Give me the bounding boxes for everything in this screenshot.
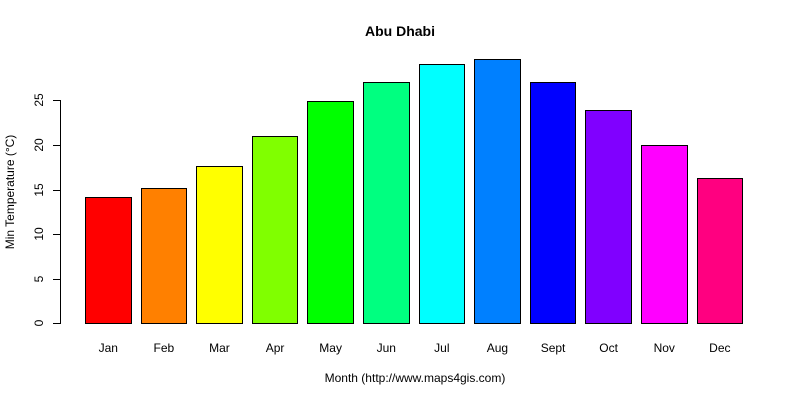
y-tick bbox=[53, 189, 60, 191]
y-tick-label: 5 bbox=[32, 275, 46, 283]
x-tick-label: Aug bbox=[486, 341, 509, 355]
y-tick-label: 15 bbox=[32, 182, 46, 197]
x-tick-label: Nov bbox=[653, 341, 675, 355]
y-tick bbox=[53, 234, 60, 236]
x-tick-label: Apr bbox=[265, 341, 285, 355]
bar-mar bbox=[196, 166, 243, 325]
bar-sept bbox=[529, 81, 577, 325]
bar-apr bbox=[251, 135, 299, 325]
y-tick bbox=[53, 278, 60, 280]
x-tick-label: Jul bbox=[434, 341, 450, 355]
bar-may bbox=[307, 101, 354, 325]
y-axis-line bbox=[60, 100, 61, 325]
bar-jul bbox=[418, 63, 466, 325]
x-tick-label: Dec bbox=[709, 341, 731, 355]
bar-jun bbox=[363, 82, 410, 325]
y-tick-label: 20 bbox=[32, 138, 46, 152]
y-axis-label: Min Temperature (°C) bbox=[3, 134, 17, 250]
bar-nov bbox=[641, 144, 688, 325]
y-tick bbox=[53, 144, 60, 146]
y-tick bbox=[53, 100, 60, 102]
bar-jan bbox=[85, 196, 132, 325]
bar-aug bbox=[474, 59, 521, 325]
x-tick-label: Feb bbox=[153, 341, 175, 355]
bar-dec bbox=[696, 177, 744, 325]
bar-feb bbox=[140, 187, 188, 325]
y-tick bbox=[53, 323, 60, 325]
x-tick-label: Jan bbox=[98, 341, 118, 355]
y-tick-label: 25 bbox=[32, 93, 46, 107]
y-tick-label: 0 bbox=[32, 319, 46, 327]
x-tick-label: Jun bbox=[376, 341, 396, 355]
x-tick-label: Oct bbox=[599, 341, 618, 355]
chart-title: Abu Dhabi bbox=[365, 23, 435, 39]
x-tick-label: May bbox=[319, 341, 342, 355]
x-tick-label: Mar bbox=[209, 341, 230, 355]
x-axis-label: Month (http://www.maps4gis.com) bbox=[324, 371, 506, 385]
bar-oct bbox=[585, 110, 632, 325]
x-tick-label: Sept bbox=[540, 341, 566, 355]
y-tick-label: 10 bbox=[32, 227, 46, 241]
